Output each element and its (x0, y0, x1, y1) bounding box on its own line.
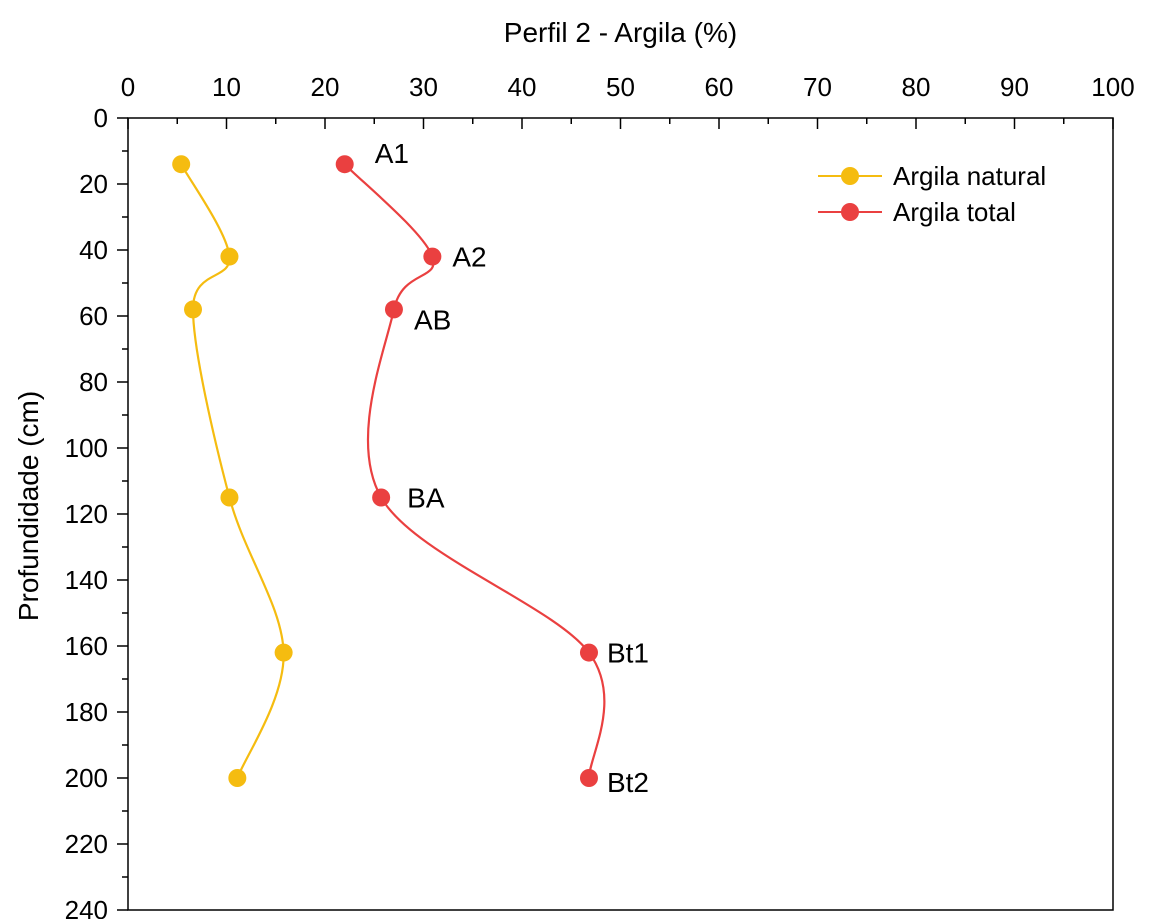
data-point-argila-total (579, 643, 598, 662)
legend-item-argila-total: Argila total (818, 197, 1016, 227)
curves-layer (180, 163, 606, 779)
legend-item-argila-natural: Argila natural (818, 161, 1046, 191)
y-tick-label: 200 (65, 763, 108, 793)
y-tick-label: 40 (79, 235, 108, 265)
plot-frame (127, 117, 1114, 911)
x-tick-label: 10 (212, 72, 241, 102)
horizon-label: A1 (375, 138, 409, 169)
x-tick-label: 80 (902, 72, 931, 102)
ticks-layer: 0 10 20 30 40 50 60 70 80 90 100 0 20 40 60 80 100 120 140… (65, 72, 1135, 919)
horizon-label: Bt1 (607, 638, 649, 669)
x-tick-label: 30 (409, 72, 438, 102)
data-point-argila-natural (184, 300, 203, 319)
points-layer (172, 155, 598, 787)
legend-marker-argila-total (841, 203, 859, 221)
data-point-argila-total (384, 300, 403, 319)
y-tick-label: 20 (79, 169, 108, 199)
y-tick-label: 120 (65, 499, 108, 529)
y-tick-label: 220 (65, 829, 108, 859)
x-tick-label: 90 (1000, 72, 1029, 102)
x-tick-label: 40 (508, 72, 537, 102)
data-point-argila-total (372, 488, 391, 507)
data-point-argila-total (423, 247, 442, 266)
y-tick-label: 0 (94, 103, 108, 133)
horizon-label: AB (414, 304, 451, 335)
x-tick-label: 70 (803, 72, 832, 102)
x-tick-label: 20 (311, 72, 340, 102)
legend: Argila natural Argila total (818, 161, 1046, 227)
y-tick-label: 60 (79, 301, 108, 331)
y-tick-label: 140 (65, 565, 108, 595)
data-point-argila-natural (220, 247, 239, 266)
data-point-argila-natural (220, 488, 239, 507)
x-tick-label: 50 (606, 72, 635, 102)
data-point-argila-total (335, 155, 354, 174)
horizon-label: Bt2 (607, 767, 649, 798)
x-axis-title: Perfil 2 - Argila (%) (504, 17, 737, 48)
horizon-label: BA (407, 483, 445, 514)
legend-marker-argila-natural (841, 167, 859, 185)
y-tick-label: 240 (65, 895, 108, 919)
horizon-label: A2 (452, 242, 486, 273)
y-axis-title: Profundidade (cm) (13, 391, 44, 621)
legend-label-argila-natural: Argila natural (893, 161, 1046, 191)
y-tick-label: 160 (65, 631, 108, 661)
y-tick-label: 100 (65, 433, 108, 463)
x-tick-label: 60 (705, 72, 734, 102)
legend-label-argila-total: Argila total (893, 197, 1016, 227)
x-tick-label: 0 (121, 72, 135, 102)
x-tick-label: 100 (1091, 72, 1134, 102)
data-point-argila-natural (172, 155, 191, 174)
y-tick-label: 80 (79, 367, 108, 397)
y-tick-label: 180 (65, 697, 108, 727)
data-point-argila-natural (228, 769, 247, 787)
data-point-argila-natural (274, 643, 293, 662)
data-point-argila-total (579, 769, 598, 787)
